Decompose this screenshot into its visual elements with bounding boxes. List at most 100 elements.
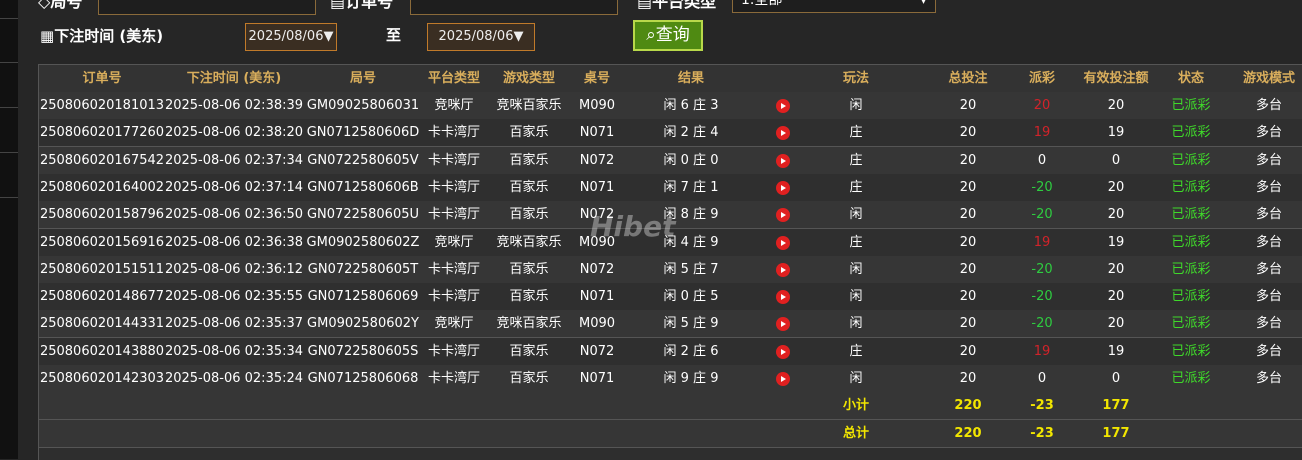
header-cell: 游戏类型 [502, 71, 556, 86]
play-icon[interactable] [776, 126, 790, 141]
table-cell: -20 [1031, 289, 1053, 305]
table-cell: 20 [959, 316, 977, 332]
watermark: Hibet [590, 210, 676, 243]
play-icon[interactable] [776, 208, 790, 223]
table-cell: 250806020164002 [39, 179, 165, 195]
table-cell: 闲 [849, 261, 863, 277]
header-cell: 有效投注额 [1083, 71, 1149, 86]
table-cell: 卡卡湾厅 [427, 179, 481, 195]
table-cell: GN0722580605V [307, 152, 419, 168]
table-cell: 20 [1107, 316, 1125, 332]
table-cell: GN07125806069 [307, 289, 419, 305]
play-triangle [781, 103, 786, 109]
play-icon[interactable] [776, 290, 790, 305]
subtotal-label: 小计 [842, 398, 870, 414]
table-cell: 多台 [1255, 152, 1283, 168]
table-cell: 闲 2 庄 6 [663, 343, 719, 359]
table-cell: 已派彩 [1171, 371, 1211, 386]
order-label: ▤订单号 [330, 0, 394, 11]
round-input[interactable] [98, 0, 316, 15]
play-triangle [781, 321, 786, 328]
header-cell: 状态 [1177, 71, 1205, 86]
table-cell: 20 [959, 343, 977, 359]
play-icon[interactable] [776, 99, 790, 113]
total-valid-bet: 177 [1102, 425, 1130, 441]
table-cell: 19 [1033, 234, 1051, 250]
table-cell: GN07125806068 [307, 371, 419, 386]
table-cell: 竞咪厅 [434, 234, 474, 250]
play-icon[interactable] [776, 180, 790, 195]
table-cell: 闲 5 庄 7 [663, 261, 719, 277]
side-strip [0, 0, 18, 459]
table-cell: GM09025806031 [306, 98, 420, 113]
table-cell: 闲 0 庄 5 [663, 289, 719, 305]
table-cell: M090 [578, 98, 616, 113]
header-cell: 平台类型 [427, 71, 481, 86]
header-cell: 订单号 [82, 71, 122, 86]
table-cell: 2025-08-06 02:35:34 [164, 343, 304, 359]
table-cell: 百家乐 [509, 125, 549, 141]
total-row: 总计 220 -23 177 [39, 419, 1302, 448]
table-cell: 竞咪厅 [434, 98, 474, 113]
search-button[interactable]: ⌕查询 [633, 20, 703, 51]
table-cell: 卡卡湾厅 [427, 343, 481, 359]
platform-select[interactable]: 1.全部 ▾ [732, 0, 936, 13]
header-cell: 游戏模式 [1242, 71, 1296, 86]
table-cell: 250806020158796 [39, 207, 165, 223]
table-cell: 卡卡湾厅 [427, 261, 481, 277]
table-cell: N071 [579, 371, 615, 386]
table-cell: 竞咪百家乐 [496, 234, 562, 250]
table-cell: 百家乐 [509, 289, 549, 305]
table-cell: 已派彩 [1171, 261, 1211, 277]
date-from[interactable]: 2025/08/06▼ [245, 23, 337, 51]
play-icon[interactable] [776, 372, 790, 386]
play-triangle [781, 294, 786, 301]
table-cell: 20 [1107, 289, 1125, 305]
table-cell: 2025-08-06 02:35:24 [164, 371, 304, 386]
play-icon[interactable] [776, 262, 790, 277]
table-cell: GN0712580606D [306, 125, 420, 141]
date-to[interactable]: 2025/08/06▼ [427, 23, 535, 51]
table-cell: 闲 [849, 316, 863, 332]
table-cell: 20 [1107, 207, 1125, 223]
play-icon[interactable] [776, 317, 790, 332]
table-row: 250806020181013 2025-08-06 02:38:39 GM0902… [39, 92, 1302, 120]
table-cell: 2025-08-06 02:36:38 [164, 234, 304, 250]
table-cell: 闲 7 庄 1 [663, 179, 719, 195]
table-cell: 多台 [1255, 98, 1283, 113]
order-input[interactable] [410, 0, 618, 15]
play-icon[interactable] [776, 235, 790, 250]
table-cell: 已派彩 [1171, 98, 1211, 113]
play-icon[interactable] [776, 344, 790, 359]
table-cell: 百家乐 [509, 261, 549, 277]
table-cell: 20 [959, 179, 977, 195]
table-row: 250806020158796 2025-08-06 02:36:50 GN0722… [39, 201, 1302, 230]
table-cell: 卡卡湾厅 [427, 207, 481, 223]
play-triangle [781, 348, 786, 355]
table: 订单号 下注时间 (美东) 局号 平台类型 游戏类型 桌号 结果 玩法 总投注 派彩 有效投注额 状态… [38, 64, 1302, 460]
table-cell: 闲 4 庄 9 [663, 234, 719, 250]
table-cell: 竞咪百家乐 [496, 316, 562, 332]
table-cell: 已派彩 [1171, 125, 1211, 141]
table-cell: 多台 [1255, 371, 1283, 386]
table-cell: 19 [1107, 343, 1125, 359]
play-icon[interactable] [776, 153, 790, 168]
table-cell: 0 [1037, 152, 1047, 168]
table-cell: 20 [959, 98, 977, 113]
subtotal-total-bet: 220 [954, 398, 982, 414]
table-cell: N071 [579, 179, 615, 195]
table-row: 250806020148677 2025-08-06 02:35:55 GN0712… [39, 283, 1302, 312]
table-cell: 2025-08-06 02:36:12 [164, 261, 304, 277]
table-cell: 20 [1107, 179, 1125, 195]
play-triangle [781, 239, 786, 246]
header-cell: 局号 [349, 71, 377, 86]
table-cell: 19 [1033, 343, 1051, 359]
date-separator: 至 [386, 26, 402, 44]
table-cell: 20 [959, 261, 977, 277]
header-cell: 桌号 [583, 71, 611, 86]
table-cell: 卡卡湾厅 [427, 125, 481, 141]
table-cell: 250806020151511 [39, 261, 165, 277]
total-payout: -23 [1030, 425, 1054, 441]
table-cell: 250806020177260 [39, 125, 165, 141]
table-cell: N071 [579, 125, 615, 141]
